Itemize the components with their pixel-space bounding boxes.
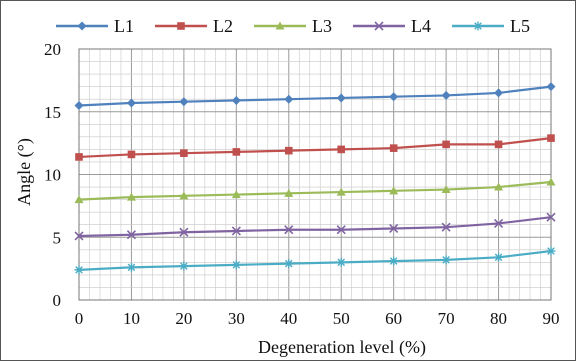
data-point [442, 140, 450, 149]
series-line [78, 180, 552, 201]
series-line [78, 216, 552, 238]
data-point [179, 97, 189, 107]
legend-label: L2 [213, 16, 233, 36]
x-tick-label: 0 [75, 309, 84, 328]
data-point [493, 218, 504, 229]
data-point [494, 140, 503, 149]
x-tick-label: 50 [333, 309, 350, 328]
data-point [179, 227, 189, 237]
x-axis-title: Degeneration level (%) [258, 337, 426, 358]
series-line [78, 249, 552, 271]
data-point [179, 261, 189, 271]
data-point [389, 256, 399, 266]
series-layer [74, 82, 556, 275]
x-tick-label: 60 [385, 309, 402, 328]
data-point [494, 182, 504, 191]
data-point [546, 82, 556, 92]
data-point [441, 185, 451, 194]
series-l3 [74, 177, 556, 204]
legend-marker [177, 22, 185, 30]
data-point [336, 257, 346, 267]
data-point [126, 262, 136, 272]
series-l1 [74, 82, 556, 110]
data-point [389, 223, 399, 234]
legend-label: L4 [411, 16, 431, 36]
data-point [74, 265, 84, 275]
legend-item: L4 [353, 16, 431, 36]
data-point [494, 252, 504, 262]
data-point [441, 90, 451, 100]
data-point [74, 195, 84, 204]
data-point [127, 150, 136, 159]
data-point [546, 177, 556, 186]
data-point [441, 255, 451, 265]
legend-item: L1 [56, 16, 134, 36]
x-tick-label: 40 [280, 309, 297, 328]
series-l5 [74, 246, 556, 275]
series-l4 [74, 212, 556, 241]
y-tick-label: 15 [44, 103, 61, 122]
data-point [74, 100, 84, 110]
data-point [284, 94, 294, 104]
data-point [74, 231, 84, 241]
data-point [179, 191, 189, 200]
y-tick-label: 20 [44, 40, 61, 59]
tick-labels: 0 10 20 30 40 50 60 70 80 90 0 5 10 15 20 [44, 40, 560, 328]
data-point [231, 260, 241, 270]
data-point [231, 95, 241, 105]
data-point [126, 192, 136, 201]
y-tick-label: 5 [53, 228, 62, 247]
legend-item: L5 [452, 16, 530, 36]
data-point [284, 146, 293, 155]
legend-label: L5 [510, 16, 530, 36]
data-point [546, 212, 556, 222]
y-axis-title: Angle (°) [14, 138, 35, 206]
series-line [78, 137, 552, 159]
data-point [75, 153, 83, 161]
data-point [441, 222, 451, 232]
data-point [231, 190, 241, 199]
data-point [547, 134, 555, 142]
data-point [546, 246, 556, 256]
x-tick-label: 10 [123, 309, 140, 328]
data-point [494, 88, 504, 98]
x-tick-label: 30 [228, 309, 245, 328]
data-point [126, 230, 137, 240]
data-point [389, 92, 399, 102]
data-point [336, 187, 346, 196]
series-l2 [75, 134, 555, 161]
y-tick-label: 10 [44, 166, 61, 185]
data-point [231, 226, 241, 236]
x-tick-label: 70 [438, 309, 455, 328]
legend: L1 L2 L3 L4 L5 [56, 16, 530, 36]
legend-marker [77, 21, 87, 31]
legend-item: L2 [155, 16, 233, 36]
data-point [389, 144, 398, 152]
data-point [337, 145, 346, 154]
x-tick-label: 90 [543, 309, 560, 328]
data-point [232, 148, 241, 156]
y-tick-label: 0 [53, 291, 62, 310]
data-point [180, 149, 188, 157]
x-tick-label: 80 [490, 309, 507, 328]
legend-marker [275, 21, 285, 30]
legend-marker [374, 21, 384, 31]
data-point [284, 188, 294, 197]
data-point [336, 225, 346, 235]
legend-label: L3 [312, 16, 332, 36]
data-point [284, 259, 294, 269]
legend-item: L3 [254, 16, 332, 36]
x-tick-label: 20 [175, 309, 192, 328]
series-line [78, 85, 552, 107]
data-point [126, 98, 136, 108]
data-point [389, 186, 399, 195]
data-point [336, 93, 346, 103]
plot-area-border [78, 48, 552, 301]
data-point [284, 225, 294, 235]
legend-marker [473, 21, 483, 31]
legend-label: L1 [114, 16, 134, 36]
